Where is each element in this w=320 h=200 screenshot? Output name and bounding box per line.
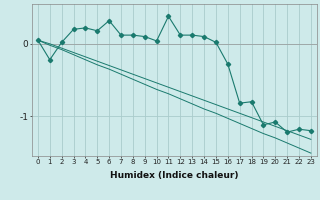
X-axis label: Humidex (Indice chaleur): Humidex (Indice chaleur) (110, 171, 239, 180)
